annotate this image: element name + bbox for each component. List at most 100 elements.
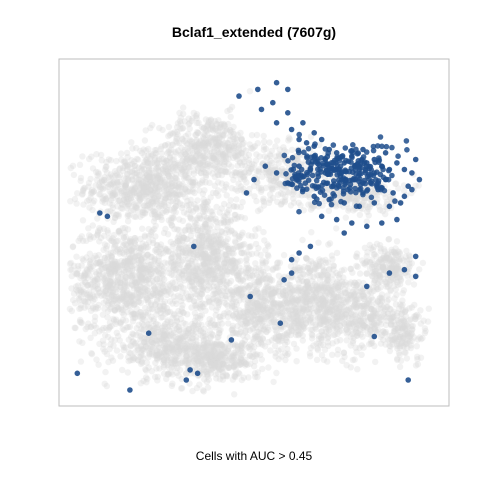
cell-point: [143, 189, 151, 196]
cell-point: [218, 171, 226, 179]
cell-point: [186, 188, 193, 195]
cell-point: [192, 131, 199, 139]
cell-point: [154, 213, 161, 220]
cell-point: [211, 117, 219, 125]
cell-point: [168, 180, 175, 187]
cell-point: [268, 147, 275, 155]
cell-point: [204, 142, 212, 149]
cell-point: [199, 203, 206, 210]
cell-point: [152, 222, 159, 230]
cell-point: [162, 163, 169, 170]
cell-point: [169, 336, 176, 344]
cell-point: [259, 173, 266, 180]
cell-point: [190, 176, 197, 183]
cell-point: [232, 135, 239, 142]
cell-point: [196, 160, 204, 168]
cell-point: [85, 268, 92, 275]
cell-point: [96, 289, 103, 297]
cell-point: [255, 168, 262, 175]
cell-point: [144, 158, 152, 165]
cell-point: [215, 299, 222, 306]
cell-point: [254, 279, 261, 286]
cell-point: [170, 272, 177, 279]
cell-point: [186, 149, 193, 157]
cell-point: [95, 170, 103, 178]
cell-point: [120, 193, 127, 200]
cell-point: [155, 174, 162, 182]
cell-point: [185, 115, 192, 122]
cell-point: [119, 294, 126, 301]
cell-point: [200, 157, 207, 164]
cell-point: [257, 251, 264, 258]
cell-point: [219, 130, 226, 138]
cell-point: [312, 321, 319, 329]
cell-point: [100, 286, 107, 293]
background-cells: [66, 88, 432, 398]
cell-point: [144, 188, 152, 196]
cell-point: [159, 175, 166, 182]
cell-point: [277, 190, 285, 197]
cell-point: [191, 158, 198, 165]
cell-point: [260, 195, 267, 202]
cell-point: [235, 170, 243, 177]
cell-point: [203, 200, 210, 208]
cell-point: [215, 139, 223, 146]
cell-point: [258, 340, 265, 347]
cell-point: [133, 170, 140, 177]
cell-point: [133, 286, 141, 293]
cell-point: [198, 153, 206, 160]
cell-point: [185, 130, 192, 138]
cell-point: [211, 137, 219, 144]
cell-point: [164, 170, 171, 178]
cell-point: [154, 176, 161, 183]
cell-point: [162, 142, 169, 149]
cell-point: [221, 260, 228, 267]
cell-point: [146, 177, 153, 184]
cell-point: [134, 208, 141, 215]
cell-point: [154, 159, 161, 167]
cell-point: [124, 369, 131, 376]
cell-point: [179, 157, 186, 164]
cell-point: [107, 196, 115, 204]
cell-point: [113, 329, 121, 336]
cell-point: [131, 162, 139, 169]
cell-point: [323, 271, 331, 279]
cell-point: [337, 322, 344, 330]
cell-point: [100, 196, 107, 203]
cell-point: [88, 350, 95, 357]
cell-point: [210, 155, 217, 163]
cell-point: [108, 292, 115, 299]
cell-point: [158, 150, 166, 157]
cell-point: [153, 173, 161, 181]
cell-point: [127, 343, 135, 350]
cell-point: [109, 190, 116, 197]
cell-point: [124, 161, 131, 169]
cell-point: [147, 150, 155, 157]
cell-point: [267, 152, 274, 160]
cell-point: [161, 163, 169, 170]
cell-point: [102, 184, 109, 191]
cell-point: [121, 282, 128, 289]
cell-point: [174, 131, 181, 138]
cell-point: [168, 254, 176, 261]
cell-point: [169, 182, 176, 190]
cell-point: [131, 158, 138, 165]
cell-point: [131, 162, 138, 170]
cell-point: [129, 191, 136, 199]
cell-point: [141, 174, 148, 181]
cell-point: [221, 142, 229, 149]
cell-point: [295, 191, 302, 198]
cell-point: [101, 199, 109, 206]
cell-point: [158, 179, 165, 187]
cell-point: [222, 183, 230, 191]
cell-point: [120, 158, 128, 165]
cell-point: [125, 195, 132, 203]
cell-point: [293, 358, 300, 365]
cell-point: [221, 132, 228, 139]
cell-point: [83, 266, 90, 273]
cell-point: [106, 181, 113, 188]
cell-point: [157, 339, 164, 347]
cell-point: [108, 291, 116, 298]
cell-point: [123, 166, 131, 173]
cell-point: [175, 251, 182, 258]
